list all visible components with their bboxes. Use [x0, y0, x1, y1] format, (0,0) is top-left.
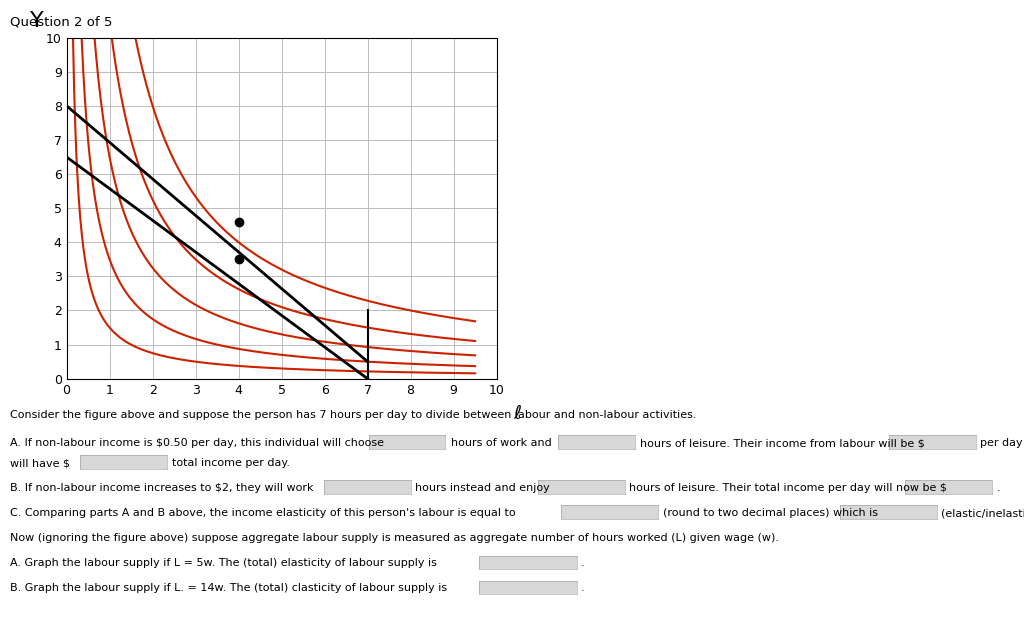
- Text: .: .: [581, 558, 585, 568]
- Text: B. Graph the labour supply if L. = 14w. The (total) clasticity of labour supply : B. Graph the labour supply if L. = 14w. …: [10, 583, 447, 593]
- Text: ℓ: ℓ: [513, 404, 521, 423]
- Text: .: .: [996, 483, 1000, 493]
- Text: .: .: [581, 583, 585, 593]
- Text: (round to two decimal places) which is: (round to two decimal places) which is: [663, 508, 878, 518]
- Text: will have $: will have $: [10, 458, 71, 468]
- Text: A. If non-labour income is $0.50 per day, this individual will choose: A. If non-labour income is $0.50 per day…: [10, 438, 384, 448]
- Text: Now (ignoring the figure above) suppose aggregate labour supply is measured as a: Now (ignoring the figure above) suppose …: [10, 533, 779, 543]
- Text: Question 2 of 5: Question 2 of 5: [10, 16, 113, 29]
- Text: hours of work and: hours of work and: [451, 438, 551, 448]
- Text: Consider the figure above and suppose the person has 7 hours per day to divide b: Consider the figure above and suppose th…: [10, 410, 696, 420]
- Text: hours of leisure. Their income from labour will be $: hours of leisure. Their income from labo…: [640, 438, 925, 448]
- Text: total income per day.: total income per day.: [172, 458, 290, 468]
- Text: A. Graph the labour supply if L = 5w. The (total) elasticity of labour supply is: A. Graph the labour supply if L = 5w. Th…: [10, 558, 437, 568]
- Y-axis label: Y: Y: [30, 11, 43, 31]
- Text: (elastic/inelastic).: (elastic/inelastic).: [941, 508, 1024, 518]
- Text: per day and they: per day and they: [980, 438, 1024, 448]
- Text: hours of leisure. Their total income per day will now be $: hours of leisure. Their total income per…: [629, 483, 946, 493]
- Text: C. Comparing parts A and B above, the income elasticity of this person's labour : C. Comparing parts A and B above, the in…: [10, 508, 516, 518]
- Text: B. If non-labour income increases to $2, they will work: B. If non-labour income increases to $2,…: [10, 483, 313, 493]
- Text: hours instead and enjoy: hours instead and enjoy: [415, 483, 550, 493]
